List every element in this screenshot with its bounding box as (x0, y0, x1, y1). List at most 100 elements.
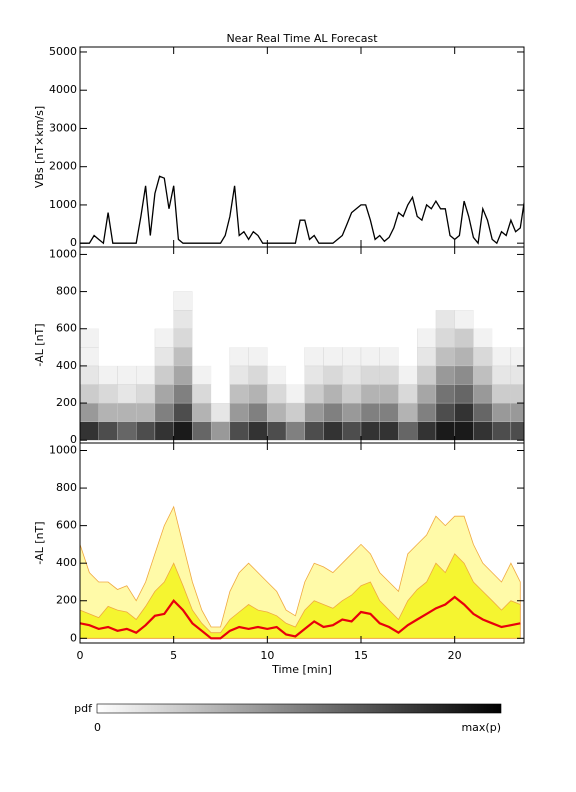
heatmap-cell (98, 328, 118, 348)
y-tick-label: 200 (56, 594, 77, 607)
heatmap-cell (80, 310, 99, 329)
x-tick-label: 15 (354, 649, 368, 662)
plot-frame (79, 46, 525, 248)
heatmap-cell (510, 328, 524, 348)
plot-frame (79, 442, 525, 644)
heatmap-cell (173, 384, 193, 404)
heatmap-cell (285, 421, 305, 441)
heatmap-cell (323, 310, 343, 329)
heatmap-cell (267, 365, 287, 385)
heatmap-cell (211, 310, 230, 329)
heatmap-cell (323, 402, 343, 422)
heatmap-cell (435, 384, 455, 404)
plot-area (80, 505, 521, 640)
y-tick-label: 200 (56, 396, 77, 409)
heatmap-cell (398, 291, 418, 311)
y-tick-label: 5000 (49, 45, 77, 58)
heatmap-cell (267, 384, 287, 404)
heatmap-cell (323, 384, 343, 404)
heatmap-cell (248, 310, 268, 329)
heatmap-cell (136, 384, 156, 404)
heatmap-cell (286, 310, 305, 329)
heatmap-cell (286, 328, 305, 348)
heatmap-cell (417, 402, 437, 422)
heatmap-cell (192, 347, 212, 366)
heatmap-cell (492, 328, 511, 348)
heatmap-cell (510, 310, 524, 329)
heatmap-cell (342, 291, 362, 311)
heatmap-cell (229, 347, 249, 367)
heatmap-cell (379, 328, 399, 348)
data-area (80, 553, 521, 639)
heatmap-cell (435, 310, 455, 329)
y-tick-label: 1000 (49, 198, 77, 211)
heatmap-cell (435, 402, 455, 422)
x-tick-label: 10 (260, 649, 274, 662)
x-tick-label: 20 (448, 649, 462, 662)
heatmap-cell (492, 421, 512, 441)
heatmap-cell (342, 421, 362, 441)
heatmap-cell (98, 421, 118, 441)
heatmap-cell (136, 365, 156, 385)
heatmap-cell (192, 291, 212, 311)
heatmap-cell (229, 328, 249, 348)
y-tick-label: 3000 (49, 121, 77, 134)
heatmap-cell (267, 291, 287, 311)
heatmap-cell (285, 402, 305, 422)
data-line (80, 595, 521, 640)
heatmap-cell (360, 365, 380, 385)
heatmap-cell (398, 384, 418, 404)
heatmap-cell (360, 402, 380, 422)
heatmap-cell (173, 291, 193, 311)
heatmap-cell (454, 310, 474, 329)
heatmap-cell (248, 328, 268, 348)
y-axis-label: -AL [nT] (33, 323, 46, 366)
heatmap-cell (510, 421, 524, 441)
heatmap-cell (398, 310, 418, 329)
heatmap-cell (154, 347, 174, 367)
heatmap-cell (211, 291, 230, 311)
heatmap-cell (248, 365, 268, 385)
heatmap-cell (398, 365, 418, 385)
heatmap-cell (211, 347, 230, 366)
plot-area (80, 291, 524, 441)
y-tick-label: 400 (56, 556, 77, 569)
heatmap-cell (210, 402, 231, 422)
heatmap-cell (473, 310, 493, 329)
heatmap-cell (98, 402, 118, 422)
heatmap-cell (154, 365, 174, 385)
heatmap-cell (229, 402, 249, 422)
heatmap-cell (80, 421, 99, 441)
heatmap-cell (173, 347, 193, 367)
heatmap-cell (117, 402, 137, 422)
heatmap-cell (192, 384, 212, 404)
heatmap-cell (173, 402, 193, 422)
heatmap-cell (248, 291, 268, 311)
chart-title: Near Real Time AL Forecast (226, 32, 378, 45)
heatmap-cell (492, 347, 512, 367)
heatmap-cell (342, 347, 362, 367)
heatmap-cell (417, 310, 436, 329)
heatmap-cell (98, 347, 118, 366)
heatmap-cell (360, 347, 380, 367)
heatmap-cell (154, 310, 174, 329)
heatmap-cell (379, 402, 399, 422)
heatmap-cell (136, 421, 156, 441)
heatmap-cell (379, 384, 399, 404)
heatmap-cell (510, 365, 524, 385)
heatmap-cell (304, 365, 324, 385)
heatmap-cell (80, 347, 99, 367)
heatmap-cell (417, 328, 437, 348)
heatmap-cell (211, 328, 230, 348)
heatmap-cell (154, 421, 174, 441)
heatmap-cell (473, 291, 493, 311)
heatmap-cell (117, 310, 137, 329)
heatmap-cell (136, 402, 156, 422)
heatmap-cell (323, 365, 343, 385)
heatmap-cell (492, 310, 511, 329)
heatmap-cell (398, 328, 418, 348)
heatmap-cell (398, 421, 418, 441)
heatmap-cell (398, 347, 418, 366)
heatmap-cell (80, 365, 99, 385)
